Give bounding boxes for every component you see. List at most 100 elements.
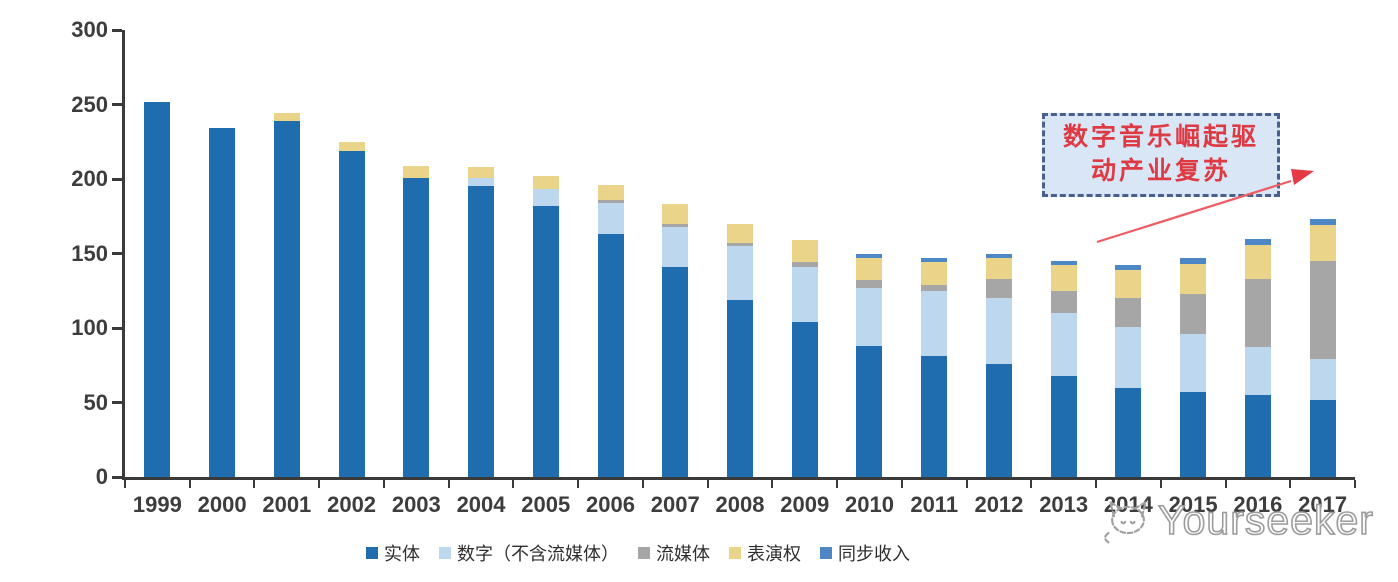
legend-label: 流媒体 [656, 544, 710, 564]
bar-segment [1244, 238, 1271, 245]
bar-segment [985, 257, 1012, 279]
x-axis-label: 2003 [391, 492, 441, 517]
bar-segment [468, 177, 495, 187]
bar-segment [791, 240, 818, 263]
bar-segment [1050, 260, 1077, 266]
annotation-box: 数字音乐崛起驱 动产业复苏 [1042, 113, 1280, 197]
y-axis-tick [112, 401, 122, 404]
bar-segment [1115, 269, 1142, 299]
bar-segment [403, 165, 430, 178]
legend-swatch [366, 547, 378, 559]
x-axis-label: 2012 [974, 492, 1024, 517]
x-axis-label: 2005 [521, 492, 571, 517]
x-axis-label: 2008 [715, 492, 765, 517]
x-axis-tick [771, 480, 774, 488]
y-axis-tick [112, 252, 122, 255]
bar-segment [597, 202, 624, 235]
bar-segment [662, 223, 689, 227]
x-axis-tick [124, 480, 126, 488]
y-axis-tick [112, 326, 122, 330]
bar-segment [532, 189, 559, 206]
x-axis-tick [641, 480, 644, 488]
x-axis-label: 2013 [1039, 492, 1089, 517]
bar-segment [1244, 395, 1271, 477]
x-axis-label: 2002 [327, 492, 377, 517]
x-axis-tick [1095, 480, 1098, 488]
bar-segment [662, 266, 689, 477]
bar-segment [1309, 225, 1336, 261]
bar-segment [1115, 326, 1142, 388]
legend-item: 同步收入 [820, 540, 910, 566]
annotation-line-1: 数字音乐崛起驱 [1062, 123, 1259, 152]
x-axis-label: 2015 [1168, 492, 1218, 517]
x-axis-tick [1289, 480, 1292, 488]
x-axis-label: 2009 [780, 492, 830, 517]
bar-segment [791, 262, 818, 267]
legend-item: 流媒体 [638, 540, 710, 566]
bar-segment [597, 199, 624, 203]
bar-segment [1180, 257, 1207, 264]
x-axis-tick [900, 480, 903, 488]
x-axis-tick [188, 480, 191, 488]
x-axis-tick [447, 480, 450, 488]
bar-segment [209, 128, 236, 477]
legend-item: 实体 [366, 540, 420, 566]
x-axis-label: 2000 [197, 492, 247, 517]
legend: 实体 数字（不含流媒体） 流媒体 表演权 同步收入 [366, 540, 910, 566]
bar-segment [985, 298, 1012, 364]
bar-segment [144, 101, 171, 477]
bar-segment [1115, 265, 1142, 270]
x-axis-label: 2017 [1298, 492, 1348, 517]
x-axis-tick [1354, 480, 1356, 488]
x-axis-tick [512, 480, 515, 488]
bar-segment [1309, 260, 1336, 360]
x-axis-tick [1224, 480, 1227, 488]
x-axis-tick [965, 480, 968, 488]
bar-segment [1050, 265, 1077, 291]
bar-segment [727, 246, 753, 300]
bar-segment [1180, 392, 1207, 477]
y-axis-label: 50 [83, 389, 108, 415]
y-axis-tick [112, 475, 122, 479]
watermark: Yourseeker [1100, 492, 1374, 548]
bar-segment [597, 184, 624, 200]
x-axis-label: 2010 [844, 492, 894, 517]
bar-segment [921, 290, 948, 357]
bar-segment [1244, 244, 1271, 279]
y-axis-label: 0 [95, 464, 108, 489]
bar-segment [1050, 375, 1077, 477]
x-axis-label: 2007 [650, 492, 700, 517]
x-axis-tick [1030, 480, 1033, 488]
bar-segment [856, 345, 883, 477]
x-axis-tick [253, 480, 256, 488]
bar-segment [921, 262, 948, 285]
legend-item: 数字（不含流媒体） [439, 540, 619, 566]
legend-swatch [820, 547, 832, 559]
bar-segment [532, 176, 559, 190]
bar-segment [1115, 387, 1142, 477]
bar-segment [856, 280, 883, 288]
bar-segment [985, 363, 1012, 477]
bar-segment [1050, 290, 1077, 314]
bar-segment [921, 356, 948, 477]
bar-segment [856, 253, 883, 258]
bar-segment [273, 113, 300, 121]
y-axis-tick [112, 177, 122, 181]
bar-segment [985, 278, 1012, 299]
bar-segment [985, 253, 1012, 258]
bar-segment [856, 287, 883, 346]
y-axis-label: 250 [71, 91, 108, 117]
plot-area: 1999 2000 2001 2002 2003 2004 2005 2006 2007 2008… [122, 30, 1356, 517]
bar-segment [856, 257, 883, 281]
watermark-text: Yourseeker [1157, 496, 1374, 544]
cat-logo-icon [1104, 500, 1148, 544]
bar-segment [1115, 298, 1142, 327]
legend-label: 实体 [384, 544, 420, 564]
bar-segment [791, 322, 818, 477]
bar-segment [1244, 278, 1271, 348]
legend-label: 同步收入 [838, 544, 910, 564]
y-axis-label: 200 [71, 166, 108, 191]
bar-segment [468, 186, 495, 477]
bar-segment [921, 257, 948, 263]
y-axis-tick [112, 103, 122, 106]
